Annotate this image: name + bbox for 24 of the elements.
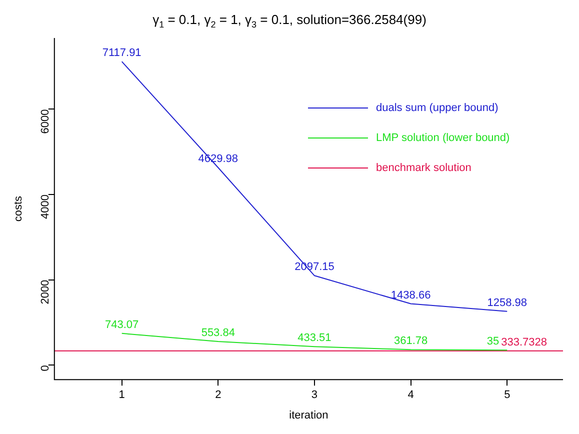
- annotation: 35: [486, 336, 500, 348]
- data-label: 361.78: [394, 335, 428, 348]
- x-tick-label: 5: [504, 389, 510, 402]
- data-label: 743.07: [105, 318, 139, 331]
- y-tick-label: 0: [39, 365, 52, 372]
- x-tick-label: 4: [408, 389, 414, 402]
- text: LMP solution (lower bound): [376, 132, 510, 144]
- text: benchmark solution: [376, 162, 472, 174]
- data-label: 1258.98: [487, 296, 528, 309]
- data-label: 553.84: [201, 327, 235, 340]
- annotation: 333.7328: [501, 336, 548, 348]
- text: duals sum (upper bound): [376, 102, 498, 114]
- x-tick-label: 3: [311, 389, 318, 402]
- y-tick-label: 6000: [39, 109, 52, 134]
- chart-title: γ$_{1}$ = 0.1, γ$_{2}$ = 1, γ$_{3}$ = 0.1, solution=366.2584(99): [152, 12, 426, 30]
- x-tick-label: 2: [215, 389, 222, 402]
- data-label: 1438.66: [390, 289, 431, 302]
- x-tick-label: 1: [118, 389, 125, 402]
- data-label: 7117.91: [102, 47, 142, 60]
- y-axis-title: costs: [12, 195, 25, 222]
- y-tick-label: 2000: [39, 280, 52, 304]
- data-label: 433.51: [298, 332, 332, 344]
- x-axis-title: iteration: [289, 409, 328, 422]
- y-tick-label: 4000: [39, 194, 52, 219]
